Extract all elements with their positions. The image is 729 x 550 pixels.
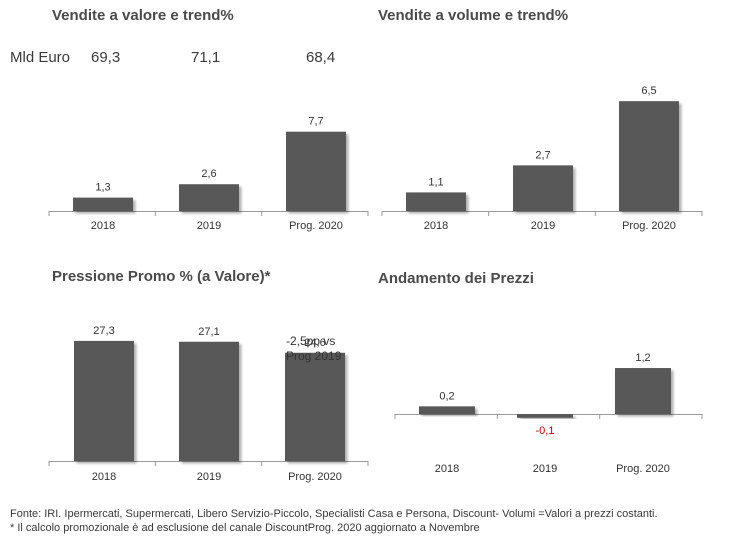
data-label: 0,2 <box>439 390 454 402</box>
bar-2019 <box>179 184 239 211</box>
category-label: Prog. 2020 <box>288 471 342 483</box>
data-label: 7,7 <box>308 116 323 128</box>
data-label: 27,1 <box>198 326 219 338</box>
category-label: 2019 <box>197 471 221 483</box>
data-label: 27,3 <box>93 325 114 337</box>
footnote-promo: * Il calcolo promozionale è ad esclusion… <box>10 522 480 534</box>
data-label: 1,3 <box>95 182 110 194</box>
bar-prog-2020 <box>285 352 345 461</box>
category-label: Prog. 2020 <box>616 463 670 475</box>
annotation-text: Prog 2019 <box>286 349 342 363</box>
bar-2018 <box>406 192 466 211</box>
bar-prog-2020 <box>619 101 679 211</box>
bar-prog-2020 <box>615 368 671 414</box>
data-label: 1,2 <box>635 352 650 364</box>
bar-2018 <box>419 406 475 414</box>
chart-title-pressione-promo: Pressione Promo % (a Valore)* <box>52 268 271 285</box>
data-label: 1,1 <box>428 176 443 188</box>
data-label: 2,6 <box>201 168 216 180</box>
bar-2019 <box>179 341 239 461</box>
category-label: 2018 <box>424 220 448 232</box>
total-value-2019: 71,1 <box>191 49 221 66</box>
total-value-prog-2020: 68,4 <box>306 49 336 66</box>
footnote-source: Fonte: IRI. Ipermercati, Supermercati, L… <box>10 508 658 520</box>
data-label: 6,5 <box>641 85 656 97</box>
category-label: Prog. 2020 <box>622 220 676 232</box>
category-label: 2019 <box>197 220 221 232</box>
category-label: 2018 <box>92 471 116 483</box>
data-label: -0,1 <box>536 425 555 437</box>
chart-title-andamento-prezzi: Andamento dei Prezzi <box>378 270 534 287</box>
annotation-text: -2,5pp vs <box>286 334 335 348</box>
bar-2018 <box>73 197 133 211</box>
category-label: 2018 <box>91 220 115 232</box>
category-label: 2019 <box>533 463 557 475</box>
chart-title-vendite-volume: Vendite a volume e trend% <box>378 7 569 24</box>
unit-label-mld-euro: Mld Euro <box>10 49 71 66</box>
total-value-2018: 69,3 <box>91 49 121 66</box>
chart-title-vendite-valore: Vendite a valore e trend% <box>52 7 234 24</box>
bar-2019 <box>513 165 573 211</box>
category-label: Prog. 2020 <box>289 220 343 232</box>
data-label: 2,7 <box>535 149 550 161</box>
data-label: 24,6 <box>304 337 325 349</box>
bar-2018 <box>74 340 134 461</box>
category-label: 2019 <box>531 220 555 232</box>
bar-2019 <box>517 414 573 418</box>
bar-prog-2020 <box>286 131 346 211</box>
category-label: 2018 <box>435 463 459 475</box>
